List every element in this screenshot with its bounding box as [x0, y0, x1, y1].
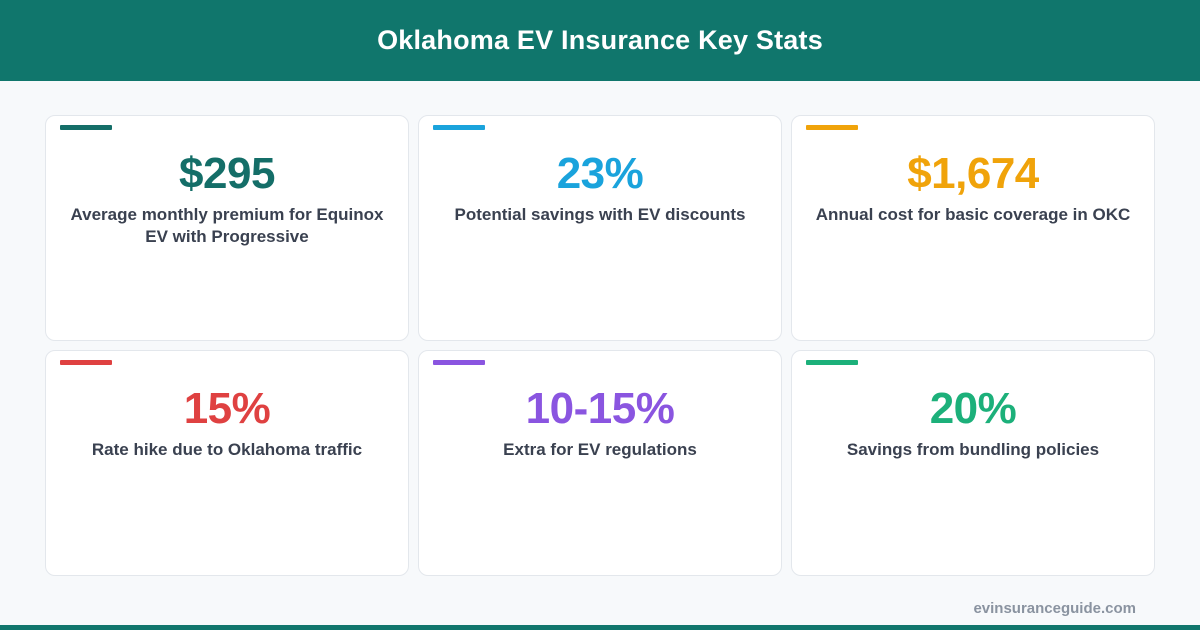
- card-accent-bar: [806, 360, 858, 365]
- site-domain: evinsuranceguide.com: [973, 600, 1136, 617]
- stats-grid: $295 Average monthly premium for Equinox…: [45, 115, 1155, 576]
- card-accent-bar: [60, 125, 112, 130]
- stat-card-bundling: 20% Savings from bundling policies: [791, 350, 1155, 576]
- stat-description: Extra for EV regulations: [503, 440, 697, 459]
- card-accent-bar: [60, 360, 112, 365]
- stat-description: Potential savings with EV discounts: [454, 205, 746, 224]
- stat-value: $1,674: [907, 149, 1039, 198]
- stat-value: 23%: [556, 149, 644, 198]
- header-banner: Oklahoma EV Insurance Key Stats: [0, 0, 1200, 81]
- stat-description: Average monthly premium for Equinox EV w…: [70, 205, 384, 246]
- stat-card-ev-discounts: 23% Potential savings with EV discounts: [418, 115, 782, 341]
- card-accent-bar: [433, 125, 485, 130]
- stat-value: $295: [179, 149, 275, 198]
- stat-value: 15%: [183, 384, 271, 433]
- stat-card-annual-cost: $1,674 Annual cost for basic coverage in…: [791, 115, 1155, 341]
- page-title: Oklahoma EV Insurance Key Stats: [377, 25, 823, 55]
- stat-card-ev-regulations: 10-15% Extra for EV regulations: [418, 350, 782, 576]
- card-accent-bar: [433, 360, 485, 365]
- stat-value: 10-15%: [525, 384, 675, 433]
- stat-description: Annual cost for basic coverage in OKC: [815, 205, 1131, 224]
- stat-card-rate-hike: 15% Rate hike due to Oklahoma traffic: [45, 350, 409, 576]
- footer-bar: [0, 625, 1200, 630]
- stat-description: Rate hike due to Oklahoma traffic: [91, 440, 363, 459]
- stat-description: Savings from bundling policies: [846, 440, 1100, 459]
- stat-card-monthly-premium: $295 Average monthly premium for Equinox…: [45, 115, 409, 341]
- stat-value: 20%: [929, 384, 1017, 433]
- card-accent-bar: [806, 125, 858, 130]
